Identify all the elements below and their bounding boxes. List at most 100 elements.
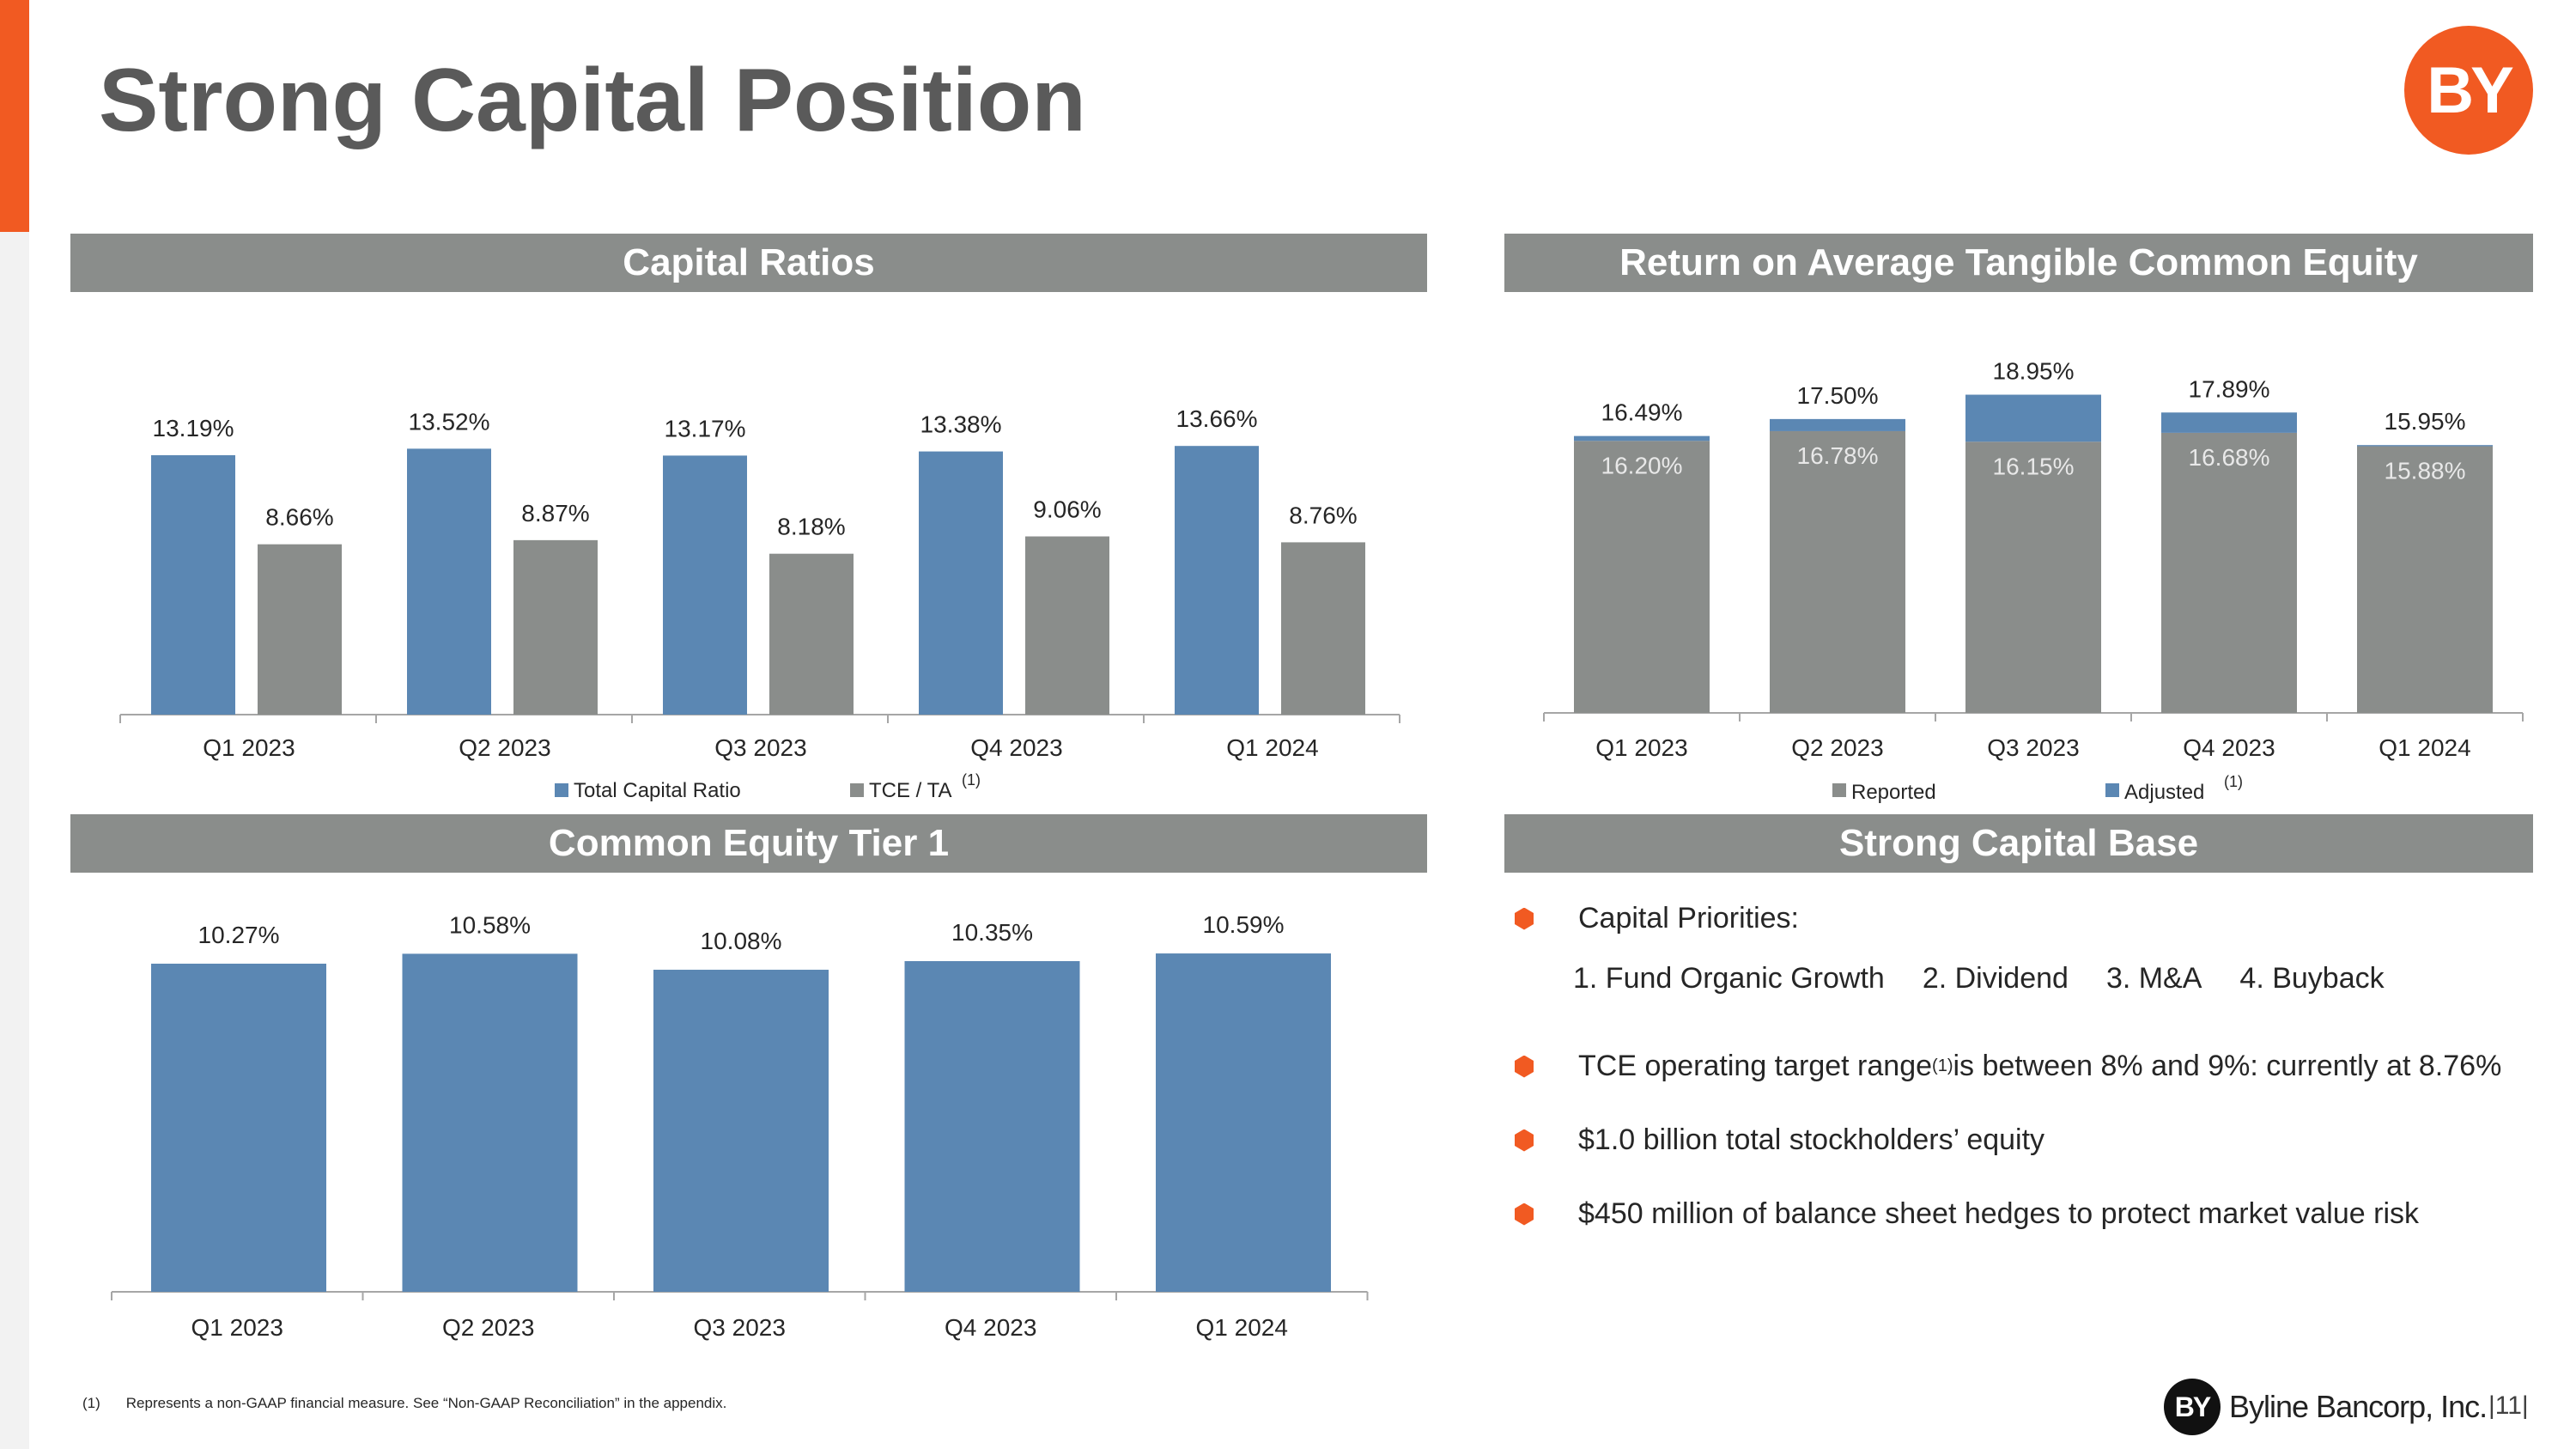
data-label: 10.35% — [951, 919, 1033, 946]
data-label-reported: 16.78% — [1797, 442, 1879, 469]
accent-bar — [0, 0, 29, 232]
legend-label-reported: Reported — [1851, 781, 1936, 804]
x-tick-label: Q1 2024 — [2379, 734, 2470, 761]
data-label-reported: 16.20% — [1601, 452, 1683, 478]
x-tick-label: Q4 2023 — [945, 1314, 1036, 1341]
bar-reported — [1574, 441, 1710, 713]
hexagon-bullet-icon — [1515, 1129, 1534, 1152]
bar-total-capital — [407, 448, 491, 715]
bar-tce-ta — [1281, 542, 1365, 715]
data-label-reported: 16.15% — [1993, 453, 2075, 479]
data-label-adjusted: 17.50% — [1797, 382, 1879, 409]
data-label-adjusted: 18.95% — [1993, 358, 2075, 385]
bar-adjusted — [1965, 394, 2101, 442]
bar-total-capital — [151, 454, 235, 715]
data-label: 13.66% — [1176, 405, 1258, 432]
footnote-number: (1) — [82, 1395, 100, 1411]
capital-priorities-label: Capital Priorities: — [1578, 902, 1799, 935]
equity-text: $1.0 billion total stockholders’ equity — [1578, 1123, 2045, 1156]
section-header-rotce: Return on Average Tangible Common Equity — [1504, 234, 2533, 292]
data-label: 13.52% — [409, 408, 490, 435]
x-tick-label: Q2 2023 — [442, 1314, 534, 1341]
bar-adjusted — [1770, 418, 1905, 431]
data-label: 8.66% — [265, 504, 333, 531]
byline-logo: BY — [2404, 26, 2533, 155]
data-label-adjusted: 17.89% — [2189, 375, 2270, 402]
bar-adjusted — [2161, 412, 2297, 433]
tce-target-footnote: (1) — [1932, 1056, 1953, 1075]
page-number: |11| — [2488, 1391, 2529, 1420]
capital-priority-item: 2. Dividend — [1922, 962, 2069, 995]
x-tick-label: Q1 2024 — [1196, 1314, 1288, 1341]
x-tick-label: Q1 2023 — [191, 1314, 283, 1341]
section-header-cet1: Common Equity Tier 1 — [70, 814, 1427, 873]
legend-label-adjusted: Adjusted — [2124, 781, 2204, 804]
legend-swatch-adjusted — [2105, 783, 2119, 797]
bar-cet1 — [1156, 953, 1331, 1292]
bar-cet1 — [904, 960, 1080, 1292]
bullet-tce-target: TCE operating target range (1) is between… — [1515, 1050, 2501, 1083]
bar-total-capital — [919, 451, 1003, 715]
x-tick-label: Q4 2023 — [970, 734, 1062, 761]
data-label: 10.59% — [1203, 911, 1285, 938]
footnote-text: Represents a non-GAAP financial measure.… — [125, 1395, 727, 1411]
x-tick-label: Q4 2023 — [2183, 734, 2275, 761]
legend-swatch-reported — [1832, 783, 1846, 797]
data-label: 13.38% — [920, 411, 1002, 438]
bar-tce-ta — [513, 539, 598, 715]
bar-tce-ta — [1025, 536, 1109, 715]
data-label: 8.76% — [1289, 502, 1357, 528]
bar-tce-ta — [258, 544, 342, 715]
x-tick-label: Q1 2023 — [203, 734, 295, 761]
bar-reported — [1770, 430, 1905, 713]
legend-swatch-tce-ta — [850, 783, 864, 797]
hedges-text: $450 million of balance sheet hedges to … — [1578, 1197, 2419, 1230]
data-label: 10.27% — [198, 922, 280, 948]
x-tick-label: Q2 2023 — [1791, 734, 1883, 761]
hexagon-bullet-icon — [1515, 1202, 1534, 1226]
data-label: 8.18% — [777, 514, 845, 540]
x-tick-label: Q3 2023 — [694, 1314, 786, 1341]
bar-adjusted — [2357, 445, 2493, 447]
bar-tce-ta — [769, 553, 854, 715]
bar-adjusted — [1574, 435, 1710, 441]
left-strip — [0, 232, 29, 1449]
data-label: 8.87% — [521, 500, 589, 527]
bullet-hedges: $450 million of balance sheet hedges to … — [1515, 1197, 2419, 1231]
bar-reported — [2357, 446, 2493, 713]
data-label-adjusted: 15.95% — [2385, 408, 2466, 435]
x-tick-label: Q1 2023 — [1595, 734, 1687, 761]
data-label: 10.08% — [701, 928, 782, 954]
bullet-capital-priorities: Capital Priorities: — [1515, 902, 1799, 935]
legend-swatch-total-capital — [555, 783, 568, 797]
data-label: 10.58% — [449, 911, 531, 938]
x-tick-label: Q3 2023 — [714, 734, 806, 761]
hexagon-bullet-icon — [1515, 907, 1534, 930]
capital-priority-item: 4. Buyback — [2239, 962, 2385, 995]
capital-priority-item: 1. Fund Organic Growth — [1573, 962, 1885, 995]
tce-target-post: is between 8% and 9%: currently at 8.76% — [1953, 1050, 2502, 1082]
company-name: Byline Bancorp, Inc. — [2229, 1389, 2488, 1424]
bullet-equity: $1.0 billion total stockholders’ equity — [1515, 1123, 2044, 1157]
data-label-reported: 15.88% — [2385, 458, 2466, 484]
x-tick-label: Q2 2023 — [459, 734, 550, 761]
tce-target-pre: TCE operating target range — [1578, 1050, 1933, 1082]
x-tick-label: Q1 2024 — [1226, 734, 1318, 761]
legend-footnote: (1) — [2224, 773, 2243, 790]
bar-total-capital — [663, 455, 747, 715]
bar-cet1 — [151, 963, 326, 1292]
bar-total-capital — [1175, 446, 1259, 715]
section-header-capital-base: Strong Capital Base — [1504, 814, 2533, 873]
data-label: 9.06% — [1033, 496, 1101, 523]
capital-priorities-list: 1. Fund Organic Growth 2. Dividend 3. M&A 4… — [1573, 962, 2422, 995]
legend-footnote: (1) — [962, 771, 981, 788]
legend-label-total-capital: Total Capital Ratio — [574, 779, 741, 802]
x-tick-label: Q3 2023 — [1987, 734, 2079, 761]
hexagon-bullet-icon — [1515, 1055, 1534, 1078]
footnote: (1) Represents a non-GAAP financial measu… — [82, 1395, 726, 1412]
footer-logo-mark: BY — [2164, 1379, 2221, 1435]
bar-cet1 — [402, 953, 578, 1292]
legend-label-tce-ta: TCE / TA — [869, 779, 951, 802]
data-label-reported: 16.68% — [2189, 444, 2270, 471]
